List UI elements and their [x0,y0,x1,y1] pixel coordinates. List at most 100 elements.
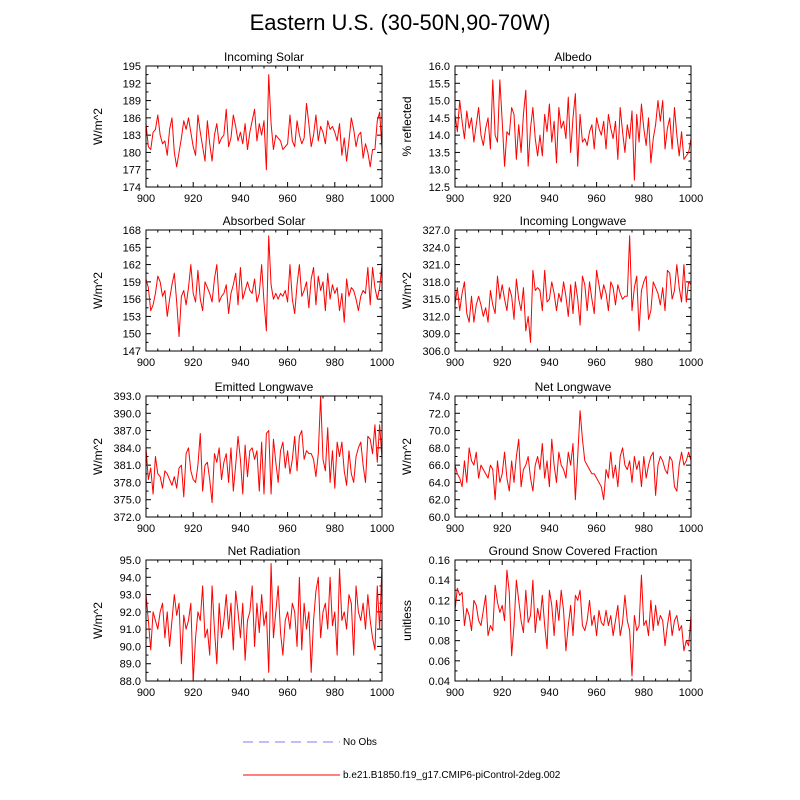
panel-ground-snow-covered-fraction: Ground Snow Covered Fraction unitless 900 9… [400,544,703,699]
ytick-label-absorbed-solar-3: 156 [123,294,141,306]
xtick-label-albedo-960: 960 [587,193,605,205]
xtick-label-emitted-longwave-1000: 1000 [370,523,394,535]
ytick-label-incoming-solar-7: 195 [123,61,141,73]
panel-absorbed-solar: Absorbed Solar W/m^2 900 920 940 960 980 1000 14… [91,214,394,369]
ytick-label-incoming-solar-5: 189 [123,96,141,108]
xtick-label-ground-snow-covered-fraction-920: 920 [493,687,511,699]
ytick-label-albedo-0: 12.5 [429,182,450,194]
legend-label-model: b.e21.B1850.f19_g17.CMIP6-piControl-2deg… [343,770,561,781]
ytick-label-emitted-longwave-1: 375.0 [113,495,141,507]
series-line-net-longwave-0 [454,410,692,501]
series-line-albedo-0 [454,79,692,181]
panel-frame-absorbed-solar [145,229,383,352]
ytick-label-incoming-longwave-7: 327.0 [422,225,450,237]
xtick-label-emitted-longwave-900: 900 [137,523,155,535]
xtick-label-incoming-solar-980: 980 [326,193,344,205]
xtick-label-incoming-longwave-960: 960 [587,357,605,369]
ytick-label-incoming-solar-3: 183 [123,130,141,142]
ytick-label-albedo-5: 15.0 [429,96,450,108]
xtick-label-net-longwave-980: 980 [635,523,653,535]
ytick-label-ground-snow-covered-fraction-4: 0.12 [429,595,450,607]
series-line-emitted-longwave-0 [145,395,383,504]
ylabel-ground-snow-covered-fraction: unitless [400,600,414,641]
series-line-incoming-solar-0 [145,74,383,171]
panels: Incoming Solar W/m^2 900 920 940 960 980 1000 17… [91,50,703,699]
ytick-label-incoming-longwave-2: 312.0 [422,311,450,323]
xtick-label-absorbed-solar-940: 940 [231,357,249,369]
ytick-label-albedo-2: 13.5 [429,147,450,159]
xtick-label-incoming-longwave-920: 920 [493,357,511,369]
ytick-label-emitted-longwave-0: 372.0 [113,512,141,524]
ytick-label-net-radiation-3: 91.0 [120,624,141,636]
panel-emitted-longwave: Emitted Longwave W/m^2 900 920 940 960 980 1000… [91,380,394,535]
legend: No Obs b.e21.B1850.f19_g17.CMIP6-piContr… [243,737,561,781]
xtick-label-incoming-longwave-900: 900 [446,357,464,369]
ylabel-albedo: % reflected [400,96,414,156]
panel-title-net-longwave: Net Longwave [535,380,612,394]
ytick-label-albedo-7: 16.0 [429,61,450,73]
panel-frame-incoming-longwave [454,229,692,352]
xtick-label-net-longwave-940: 940 [540,523,558,535]
xtick-label-emitted-longwave-940: 940 [231,523,249,535]
xtick-label-incoming-solar-960: 960 [278,193,296,205]
panel-frame-incoming-solar [145,65,383,188]
ytick-label-albedo-6: 15.5 [429,78,450,90]
ylabel-incoming-solar: W/m^2 [91,108,105,145]
xtick-label-absorbed-solar-920: 920 [184,357,202,369]
ytick-label-net-radiation-0: 88.0 [120,676,141,688]
panel-title-ground-snow-covered-fraction: Ground Snow Covered Fraction [489,544,658,558]
ytick-label-emitted-longwave-3: 381.0 [113,460,141,472]
ytick-label-emitted-longwave-7: 393.0 [113,391,141,403]
ytick-label-ground-snow-covered-fraction-2: 0.08 [429,636,450,648]
panel-title-net-radiation: Net Radiation [228,544,301,558]
xtick-label-emitted-longwave-980: 980 [326,523,344,535]
panel-title-emitted-longwave: Emitted Longwave [215,380,314,394]
ytick-label-net-radiation-6: 94.0 [120,572,141,584]
xtick-label-absorbed-solar-980: 980 [326,357,344,369]
xtick-label-absorbed-solar-960: 960 [278,357,296,369]
ytick-label-albedo-3: 14.0 [429,130,450,142]
xtick-label-net-longwave-920: 920 [493,523,511,535]
series-line-absorbed-solar-0 [145,235,383,338]
panel-title-incoming-solar: Incoming Solar [224,50,304,64]
xtick-label-absorbed-solar-1000: 1000 [370,357,394,369]
xtick-label-ground-snow-covered-fraction-1000: 1000 [679,687,703,699]
ytick-label-net-radiation-5: 93.0 [120,590,141,602]
ytick-label-incoming-longwave-1: 309.0 [422,329,450,341]
ytick-label-net-longwave-6: 72.0 [429,408,450,420]
ytick-label-incoming-longwave-6: 324.0 [422,242,450,254]
ytick-label-absorbed-solar-0: 147 [123,346,141,358]
xtick-label-albedo-920: 920 [493,193,511,205]
ytick-label-albedo-4: 14.5 [429,113,450,125]
xtick-label-net-radiation-960: 960 [278,687,296,699]
panel-albedo: Albedo % reflected 900 920 940 960 980 1000 12.5… [400,50,703,205]
ytick-label-ground-snow-covered-fraction-6: 0.16 [429,555,450,567]
xtick-label-incoming-longwave-940: 940 [540,357,558,369]
xtick-label-ground-snow-covered-fraction-960: 960 [587,687,605,699]
panel-incoming-longwave: Incoming Longwave W/m^2 900 920 940 960 980 100… [400,214,703,369]
ytick-label-incoming-solar-2: 180 [123,147,141,159]
ytick-label-net-longwave-4: 68.0 [429,443,450,455]
ytick-label-absorbed-solar-2: 153 [123,311,141,323]
ytick-label-emitted-longwave-5: 387.0 [113,426,141,438]
panel-frame-net-longwave [454,395,692,518]
ytick-label-ground-snow-covered-fraction-0: 0.04 [429,676,450,688]
xtick-label-emitted-longwave-920: 920 [184,523,202,535]
ytick-label-net-radiation-7: 95.0 [120,555,141,567]
ylabel-emitted-longwave: W/m^2 [91,438,105,475]
panel-frame-albedo [454,65,692,188]
ytick-label-ground-snow-covered-fraction-5: 0.14 [429,575,450,587]
ytick-label-incoming-solar-0: 174 [123,182,141,194]
ytick-label-incoming-solar-1: 177 [123,165,141,177]
ytick-label-incoming-longwave-4: 318.0 [422,277,450,289]
series-line-ground-snow-covered-fraction-0 [454,569,692,677]
ytick-label-absorbed-solar-5: 162 [123,260,141,272]
ytick-label-incoming-solar-6: 192 [123,78,141,90]
ytick-label-ground-snow-covered-fraction-3: 0.10 [429,616,450,628]
ytick-label-net-radiation-2: 90.0 [120,641,141,653]
xtick-label-albedo-900: 900 [446,193,464,205]
xtick-label-net-radiation-980: 980 [326,687,344,699]
ytick-label-net-longwave-1: 62.0 [429,495,450,507]
panel-frame-ground-snow-covered-fraction [454,559,692,682]
